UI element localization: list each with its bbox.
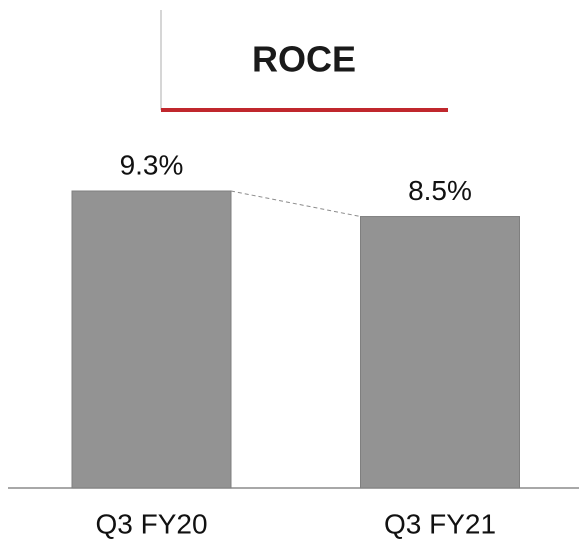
bar <box>360 216 520 489</box>
x-tick-label: Q3 FY21 <box>384 508 496 539</box>
data-label: 8.5% <box>408 175 472 206</box>
connector <box>230 190 361 218</box>
chart-title: ROCE <box>252 39 356 80</box>
bar <box>71 190 232 489</box>
data-label: 9.3% <box>120 149 184 180</box>
x-tick-label: Q3 FY20 <box>95 508 207 539</box>
